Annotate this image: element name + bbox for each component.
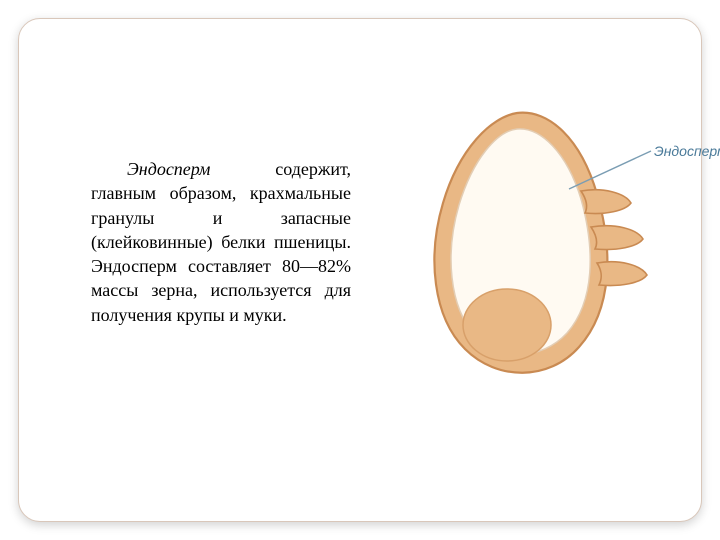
slide-frame: Эндосперм содержит, главным образом, кра… [18, 18, 702, 522]
grain-diagram: Эндосперм — [399, 99, 719, 399]
body-paragraph: Эндосперм содержит, главным образом, кра… [91, 157, 351, 327]
bran-flap-3 [597, 262, 647, 286]
term-endosperm: Эндосперм [127, 159, 210, 179]
paragraph-rest: содержит, главным образом, крахмальные г… [91, 159, 351, 325]
bran-flap-1 [581, 190, 631, 214]
callout-label: Эндосперм — [654, 143, 720, 159]
germ-region [463, 289, 551, 361]
bran-flap-2 [591, 226, 643, 250]
